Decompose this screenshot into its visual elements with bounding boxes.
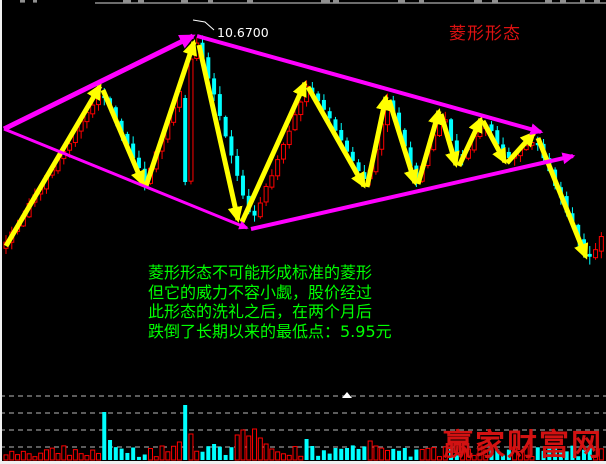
frame-border-bottom <box>0 461 606 464</box>
pattern-title: 菱形形态 <box>449 24 521 44</box>
annotation-line: 此形态的洗礼之后，在两个月后 <box>148 302 373 321</box>
annotation-line: 跌倒了长期以来的最低点：5.95元 <box>148 321 392 341</box>
annotation-text-block: 菱形形态不可能形成标准的菱形 但它的威力不容小觑，股价经过 此形态的洗礼之后，在… <box>148 263 392 341</box>
watermark: 赢家财富网 <box>443 428 603 463</box>
annotation-line: 菱形形态不可能形成标准的菱形 <box>148 263 373 282</box>
peak-price-label: 10.6700 <box>217 25 269 40</box>
frame-border-left <box>0 0 2 464</box>
annotation-line: 但它的威力不容小觑，股价经过 <box>148 282 373 302</box>
